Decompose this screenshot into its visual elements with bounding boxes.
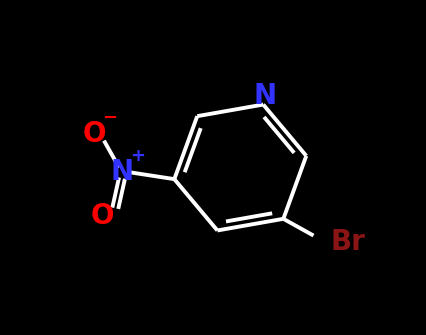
- Text: N: N: [111, 158, 134, 187]
- Text: +: +: [130, 147, 144, 165]
- Text: −: −: [102, 109, 117, 127]
- Text: O: O: [82, 120, 105, 148]
- Text: N: N: [253, 82, 276, 110]
- Text: Br: Br: [329, 228, 364, 256]
- Text: O: O: [90, 202, 114, 230]
